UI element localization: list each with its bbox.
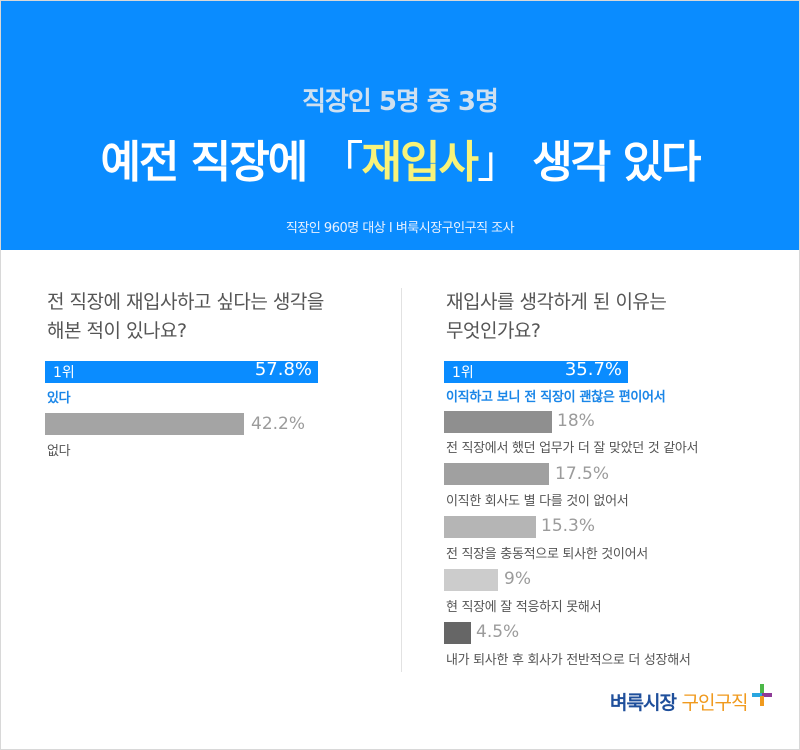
bar-label: 없다 — [47, 444, 71, 459]
logo-text-primary: 벼룩시장 — [610, 692, 677, 714]
bar-value: 15.3% — [541, 516, 596, 536]
title-highlight: 재입사 — [361, 137, 479, 188]
survey-meta: 직장인 960명 대상 I 벼룩시장구인구직 조사 — [285, 221, 515, 236]
question-line: 전 직장에 재입사하고 싶다는 생각을 — [47, 291, 324, 313]
column-divider — [401, 288, 402, 672]
logo-text-secondary: 구인구직 — [681, 692, 749, 714]
bar-reason-6 — [444, 622, 471, 644]
bar-yes: 1위 57.8% — [45, 359, 318, 383]
left-question: 전 직장에 재입사하고 싶다는 생각을 해본 적이 있나요? — [47, 288, 324, 346]
bar-label: 전 직장을 충동적으로 퇴사한 것이어서 — [446, 547, 648, 562]
bar-value: 42.2% — [251, 414, 306, 434]
bar-value: 9% — [504, 569, 531, 589]
bar-label: 현 직장에 잘 적응하지 못해서 — [446, 600, 602, 615]
right-question: 재입사를 생각하게 된 이유는 무엇인가요? — [446, 288, 667, 346]
bar-label: 이직한 회사도 별 다를 것이 없어서 — [446, 494, 629, 509]
rank-badge: 1위 — [53, 365, 75, 381]
question-line: 해본 적이 있나요? — [47, 320, 187, 342]
bar-value: 57.8% — [254, 359, 312, 380]
bar-label: 이직하고 보니 전 직장이 괜찮은 편이어서 — [446, 390, 666, 405]
bar-reason-2 — [444, 411, 552, 433]
bar-value: 35.7% — [564, 359, 622, 380]
question-line: 재입사를 생각하게 된 이유는 — [446, 291, 667, 313]
title-part: 예전 직장에 — [100, 137, 320, 188]
bracket-close: 」 — [476, 137, 521, 188]
bar-reason-4 — [444, 516, 536, 538]
bar-reason-5 — [444, 569, 498, 591]
bar-reason-1: 1위 35.7% — [444, 359, 628, 383]
bar-reason-3 — [444, 463, 549, 485]
bar-no — [45, 413, 244, 435]
logo-plus-icon — [752, 684, 772, 706]
bracket-open: 「 — [319, 137, 364, 188]
brand-logo: 벼룩시장 구인구직 — [610, 688, 749, 715]
bar-value: 17.5% — [555, 464, 610, 484]
header-subtitle: 직장인 5명 중 3명 — [302, 87, 499, 117]
title-part: 생각 있다 — [518, 137, 701, 188]
bar-label: 있다 — [47, 391, 71, 406]
question-line: 무엇인가요? — [446, 320, 541, 342]
bar-label: 전 직장에서 했던 업무가 더 잘 맞았던 것 같아서 — [446, 441, 699, 456]
bar-value: 18% — [557, 411, 595, 431]
header-banner: 직장인 5명 중 3명 예전 직장에 「재입사」 생각 있다 직장인 960명 … — [1, 1, 799, 250]
rank-badge: 1위 — [452, 365, 474, 381]
bar-value: 4.5% — [476, 622, 520, 642]
bar-label: 내가 퇴사한 후 회사가 전반적으로 더 성장해서 — [446, 653, 691, 668]
header-title: 예전 직장에 「재입사」 생각 있다 — [1, 126, 799, 190]
